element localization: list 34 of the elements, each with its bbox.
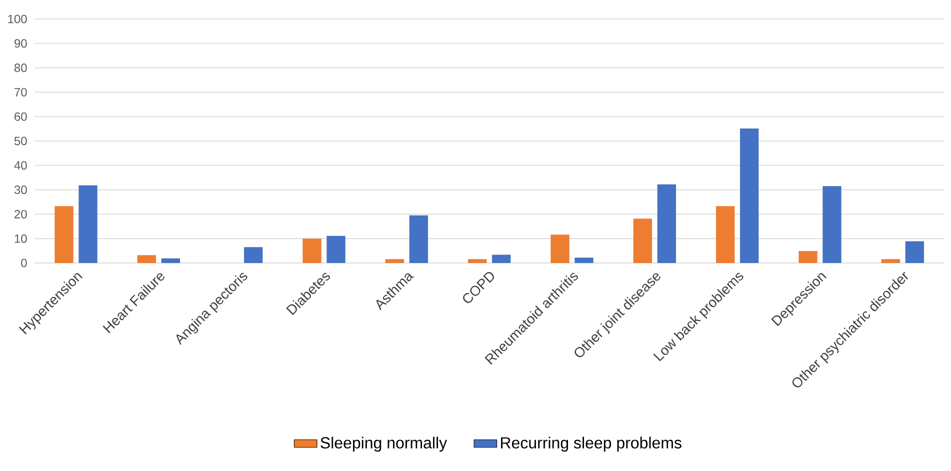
bar	[302, 238, 322, 263]
y-tick-label: 100	[8, 14, 27, 24]
y-tick-label: 0	[21, 258, 27, 268]
bar	[822, 186, 842, 263]
bar	[492, 254, 511, 263]
bar	[657, 184, 676, 263]
bar	[409, 215, 428, 263]
legend-label: Recurring sleep problems	[501, 436, 682, 452]
legend-label: Sleeping normally	[320, 436, 448, 452]
bar	[574, 258, 594, 263]
bar	[716, 206, 735, 263]
bar	[881, 259, 900, 263]
bar	[740, 128, 759, 263]
bar	[78, 185, 98, 263]
y-tick-label: 90	[14, 39, 27, 48]
bar	[161, 258, 180, 263]
bar	[385, 259, 404, 263]
y-tick-label: 50	[14, 136, 27, 146]
bar	[633, 218, 652, 263]
bar	[550, 234, 570, 263]
y-tick-label: 70	[14, 88, 27, 96]
bar	[54, 206, 74, 263]
y-tick-label: 20	[14, 210, 27, 218]
bar	[798, 251, 818, 263]
y-tick-label: 30	[14, 186, 27, 194]
bar	[137, 255, 156, 263]
bar	[905, 241, 924, 263]
bar	[468, 259, 487, 263]
y-tick-label: 80	[14, 64, 27, 72]
y-tick-label: 10	[14, 234, 27, 243]
bar	[326, 236, 346, 263]
y-tick-label: 60	[14, 112, 27, 121]
bar	[244, 247, 263, 263]
y-tick-label: 40	[14, 161, 27, 170]
